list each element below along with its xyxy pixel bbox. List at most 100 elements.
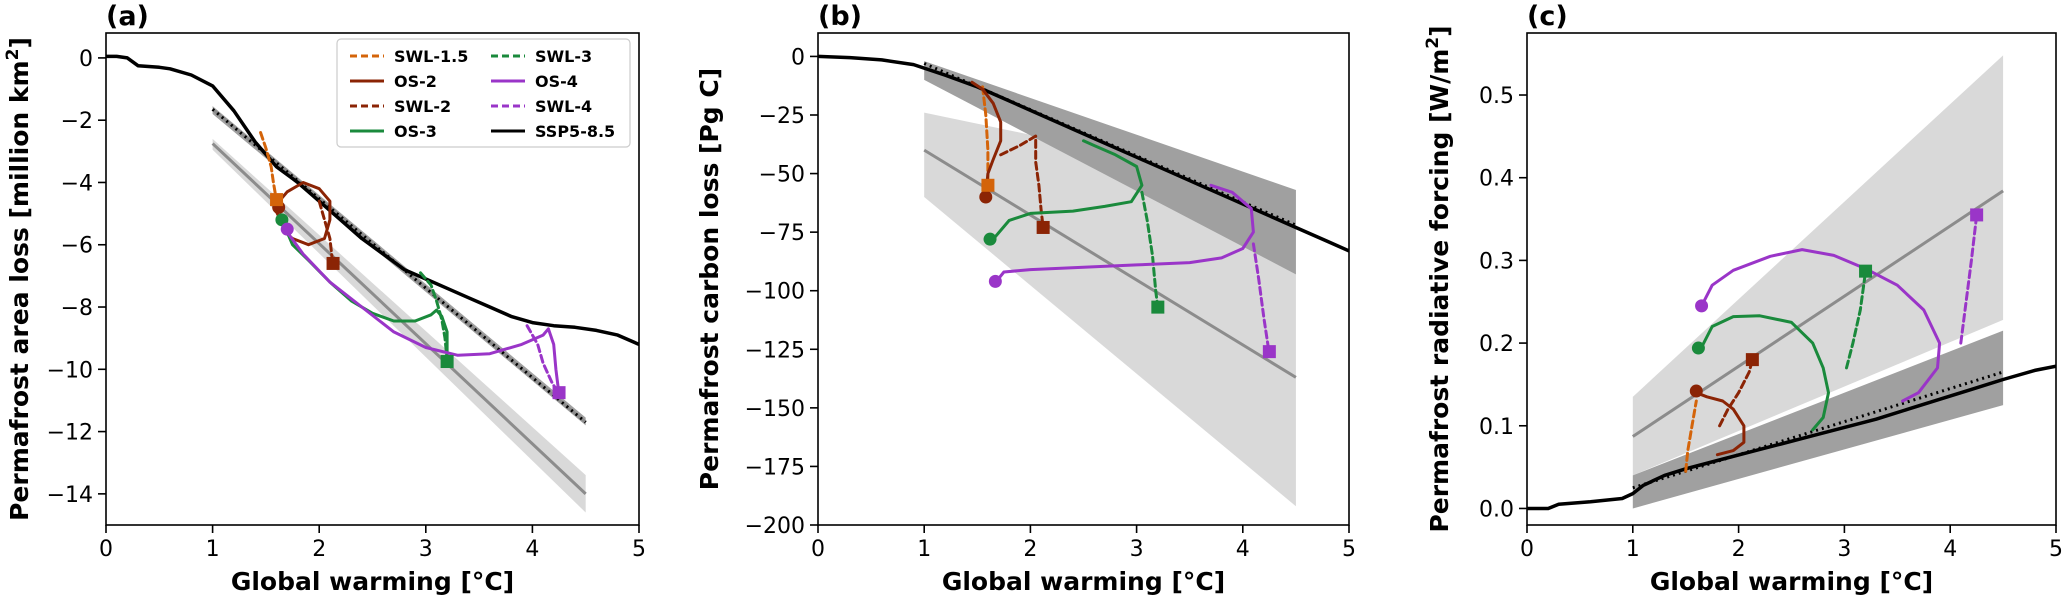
series-ssp5-8-5-line — [818, 54, 1349, 253]
endpoint-circle-marker — [1689, 384, 1703, 398]
plot-area — [1527, 55, 2056, 511]
legend-label-os-4: OS-4 — [535, 72, 578, 91]
y-axis-label: Permafrost carbon loss [Pg C] — [695, 68, 724, 490]
y-axis-label-main: Permafrost carbon loss [Pg C] — [695, 68, 724, 490]
y-tick-label: −12 — [47, 421, 93, 446]
x-tick-label: 2 — [1023, 537, 1037, 562]
legend-label-swl-4: SWL-4 — [535, 97, 592, 116]
endpoint-square-marker — [1970, 208, 1984, 222]
y-tick-label: −14 — [47, 483, 93, 508]
legend-label-swl-2: SWL-2 — [394, 97, 451, 116]
panel-c: 0 1 2 3 4 5 0.0 0.1 0.2 0.3 0.4 0.5 Global warming [… — [1423, 1, 2063, 596]
series-swl-2-line — [999, 134, 1045, 229]
series-swl-3-line — [1845, 269, 1868, 370]
x-tick-label: 4 — [525, 537, 539, 562]
y-axis-label: Permafrost area loss [million km2] — [3, 37, 34, 521]
y-tick-label: −8 — [61, 296, 93, 321]
legend-label-os-2: OS-2 — [394, 72, 437, 91]
legend-label-ssp5-8-5: SSP5-8.5 — [535, 122, 615, 141]
endpoint-circle-marker — [979, 190, 993, 204]
series-ssp5-8-5-line — [1527, 364, 2056, 511]
y-tick-label: −75 — [759, 221, 805, 246]
endpoint-circle-marker — [983, 232, 997, 246]
uncertainty-band — [1632, 55, 2004, 476]
legend-label-os-3: OS-3 — [394, 122, 437, 141]
endpoint-circle-marker — [1691, 341, 1705, 355]
y-tick-label: −175 — [745, 455, 805, 480]
x-tick-label: 2 — [312, 537, 326, 562]
series-swl-4-line — [1959, 213, 1979, 345]
x-axis-label: Global warming [°C] — [942, 567, 1225, 596]
series-swl-3-line — [419, 271, 449, 362]
y-axis-label-end: ] — [5, 37, 34, 48]
plot-area — [818, 54, 1349, 507]
series-swl-2-line — [1718, 358, 1754, 428]
y-tick-label: 0.0 — [1479, 497, 1514, 522]
plot-frame — [1526, 32, 2057, 526]
endpoint-square-marker — [326, 256, 340, 270]
y-tick-label: 0 — [791, 45, 805, 70]
y-tick-label: 0.3 — [1479, 249, 1514, 274]
x-axis-label: Global warming [°C] — [231, 567, 514, 596]
endpoint-square-marker — [270, 193, 284, 207]
series-os-3-line — [1700, 314, 1830, 432]
series-os-4-line — [994, 183, 1255, 283]
uncertainty-band — [924, 61, 1296, 275]
series-os-2-line — [970, 80, 1003, 199]
uncertainty-band — [1632, 330, 2004, 509]
y-tick-label: 0.1 — [1479, 415, 1514, 440]
x-tick-label: 5 — [632, 537, 646, 562]
plot-frame — [817, 32, 1350, 526]
x-tick-label: 5 — [2049, 537, 2063, 562]
panel-label: (b) — [818, 1, 862, 32]
y-tick-label: −2 — [61, 109, 93, 134]
x-tick-label: 5 — [1342, 537, 1356, 562]
series-swl-1-5-line — [981, 85, 990, 187]
y-axis-label: Permafrost radiative forcing [W/m2] — [1423, 25, 1454, 532]
x-tick-label: 4 — [1236, 537, 1250, 562]
endpoint-square-marker — [981, 178, 995, 192]
series-os-2-line — [1694, 391, 1746, 457]
series-os-3-line — [991, 139, 1144, 241]
y-tick-label: −200 — [745, 514, 805, 539]
y-tick-label: −10 — [47, 358, 93, 383]
series-os-4-line — [283, 227, 561, 396]
y-tick-label: −4 — [61, 171, 93, 196]
endpoint-square-marker — [1262, 345, 1276, 359]
plot-frame — [105, 32, 640, 526]
x-tick-label: 0 — [99, 537, 113, 562]
x-tick-label: 4 — [1943, 537, 1957, 562]
y-tick-label: 0.4 — [1479, 167, 1514, 192]
y-tick-label: −25 — [759, 104, 805, 129]
x-tick-label: 1 — [206, 537, 220, 562]
legend-label-swl-3: SWL-3 — [535, 47, 592, 66]
endpoint-circle-marker — [1695, 299, 1709, 313]
series-ssp5-8-5-line — [106, 54, 639, 347]
x-tick-label: 1 — [1626, 537, 1640, 562]
y-tick-label: 0.5 — [1479, 84, 1514, 109]
endpoint-square-marker — [552, 386, 566, 400]
y-axis-label-main: Permafrost radiative forcing [W/m — [1425, 49, 1454, 533]
series-swl-1-5-line — [259, 131, 279, 203]
endpoint-circle-marker — [988, 274, 1002, 288]
y-tick-label: −100 — [745, 280, 805, 305]
panel-label: (c) — [1527, 1, 1568, 32]
ssp-fit-dotted-line — [1632, 370, 2004, 490]
y-tick-label: −150 — [745, 397, 805, 422]
x-axis-label: Global warming [°C] — [1650, 567, 1933, 596]
y-tick-label: 0 — [79, 47, 93, 72]
endpoint-square-marker — [1745, 353, 1759, 367]
endpoint-square-marker — [1859, 264, 1873, 278]
plot-area — [106, 54, 639, 513]
x-tick-label: 1 — [917, 537, 931, 562]
y-tick-label: −50 — [759, 163, 805, 188]
y-tick-label: −6 — [61, 234, 93, 259]
series-swl-4-line — [1251, 242, 1271, 356]
endpoint-square-marker — [1151, 300, 1165, 314]
endpoint-square-marker — [1036, 220, 1050, 234]
panel-b: 0 1 2 3 4 5 0 −25 −50 −75 −100 −125 −150 −175 −200 Glob… — [695, 1, 1356, 596]
legend-label-swl-1-5: SWL-1.5 — [394, 47, 468, 66]
x-tick-label: 3 — [1130, 537, 1144, 562]
y-axis-label-superscript: 2 — [1423, 37, 1443, 49]
